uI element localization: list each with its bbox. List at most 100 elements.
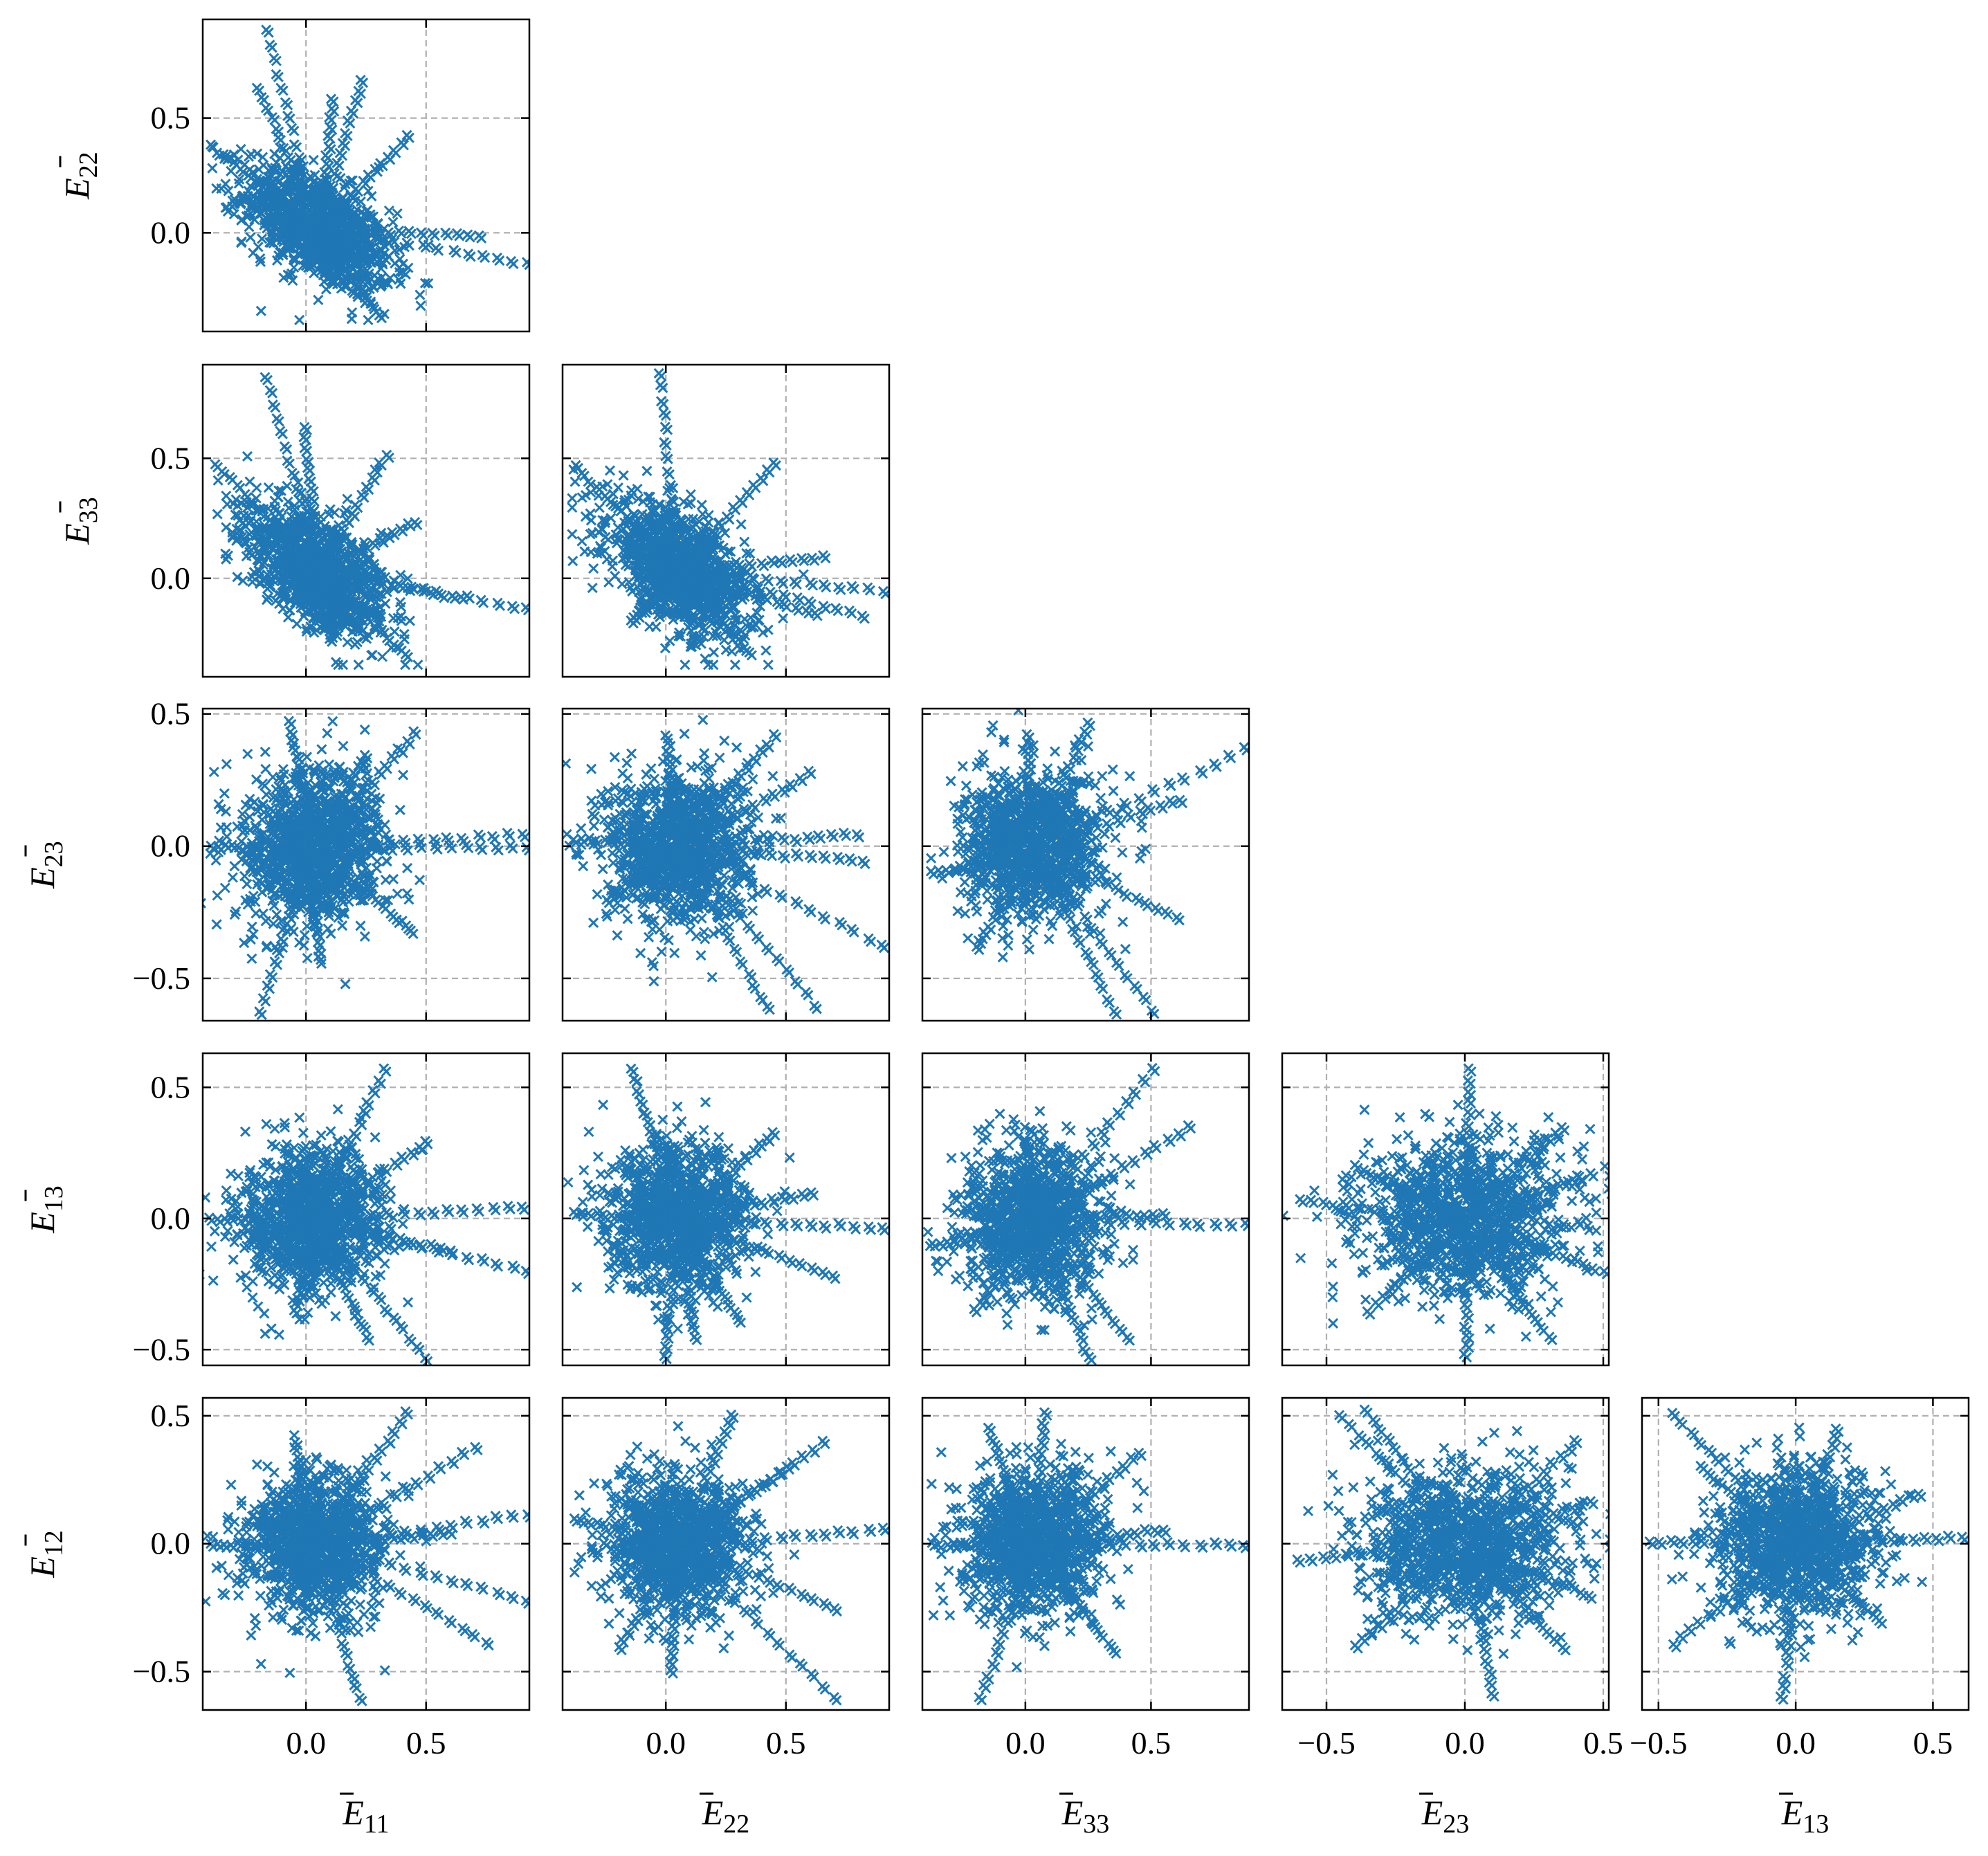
data-point (864, 585, 875, 596)
data-point (791, 579, 802, 590)
data-point (309, 573, 320, 584)
data-point (697, 622, 709, 633)
data-point (334, 160, 345, 171)
data-point (372, 228, 383, 239)
data-point (604, 465, 616, 476)
data-point (336, 907, 347, 918)
data-point (325, 133, 336, 144)
data-point (339, 606, 350, 617)
data-point (376, 588, 387, 599)
data-point (820, 603, 831, 615)
data-point (671, 510, 682, 521)
data-point (348, 551, 359, 562)
data-point (319, 785, 330, 797)
data-point (210, 855, 221, 866)
data-point (309, 496, 320, 507)
data-point (708, 630, 719, 642)
data-point (329, 853, 340, 864)
data-point (268, 918, 279, 929)
data-point (398, 770, 409, 781)
y-tick-label: 0.5 (151, 100, 191, 136)
data-point (361, 633, 372, 644)
data-point (284, 181, 295, 192)
y-axis-label: E33 (57, 497, 103, 545)
data-point (632, 560, 643, 571)
data-point (372, 273, 383, 284)
data-point (717, 562, 728, 573)
data-point (781, 601, 792, 612)
data-point (284, 113, 295, 124)
tick-marks (203, 365, 529, 677)
data-point (569, 476, 581, 487)
data-point (454, 230, 465, 242)
data-point (397, 526, 408, 537)
data-point (367, 565, 379, 576)
data-point (359, 931, 370, 942)
data-point (680, 525, 691, 536)
data-point (334, 536, 345, 547)
data-point (366, 191, 377, 202)
data-point (404, 615, 415, 626)
data-point (267, 388, 278, 399)
data-point (237, 575, 248, 586)
data-point (363, 484, 374, 495)
data-point (662, 593, 674, 604)
data-point (263, 482, 274, 493)
data-point (326, 114, 337, 126)
data-point (236, 237, 247, 248)
data-point (680, 536, 691, 547)
data-point (859, 613, 870, 624)
data-point (251, 482, 262, 493)
data-point (264, 212, 275, 223)
data-point (263, 592, 274, 603)
data-point (338, 740, 349, 752)
data-point (648, 545, 659, 556)
data-point (281, 567, 293, 578)
data-point (567, 556, 578, 567)
data-point (680, 567, 691, 579)
data-point (655, 606, 666, 617)
data-point (258, 807, 270, 818)
data-point (255, 305, 266, 316)
data-point (230, 906, 241, 917)
data-point (617, 579, 628, 590)
data-point (253, 570, 265, 581)
data-point (602, 479, 613, 490)
data-point (317, 543, 328, 554)
data-point (211, 919, 222, 930)
data-point (635, 569, 646, 580)
data-point (282, 444, 293, 455)
data-point (623, 529, 635, 540)
data-point (753, 615, 764, 626)
data-point (401, 888, 412, 899)
data-point (291, 142, 302, 153)
data-point (798, 569, 809, 580)
data-point (592, 548, 603, 559)
data-point (309, 268, 320, 279)
y-axis-label-base: E (57, 178, 96, 200)
data-point (646, 526, 657, 537)
data-point (395, 611, 407, 622)
data-point (355, 895, 366, 907)
data-point (308, 154, 319, 165)
data-point (283, 243, 294, 254)
data-point (270, 511, 281, 522)
data-point (658, 399, 669, 410)
data-point (241, 451, 253, 462)
data-point (245, 934, 256, 945)
data-point (374, 236, 385, 247)
data-point (686, 626, 697, 637)
data-point (371, 219, 383, 230)
data-point (794, 594, 805, 606)
data-point (241, 194, 253, 205)
data-point (289, 164, 300, 176)
y-tick-label: 0.0 (151, 561, 191, 596)
data-point (383, 279, 394, 290)
data-point (271, 784, 282, 795)
data-point (334, 215, 345, 226)
data-point (271, 909, 282, 920)
data-point (799, 556, 810, 567)
data-point (362, 767, 373, 779)
data-point (304, 190, 316, 201)
